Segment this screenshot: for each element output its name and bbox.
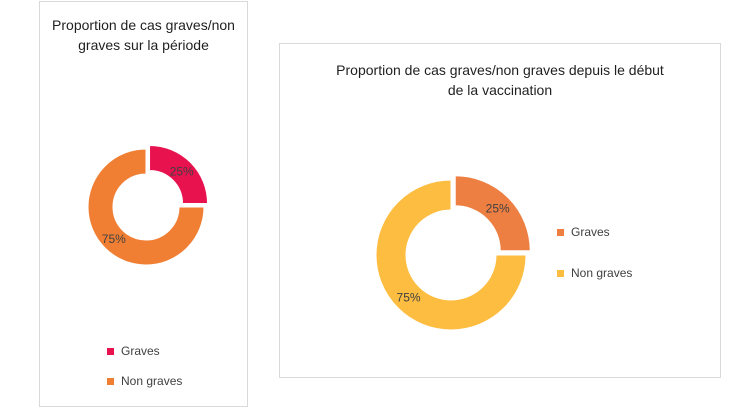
legend-swatch-graves [107, 347, 114, 355]
data-label-non-graves: 75% [397, 290, 421, 304]
legend-label: Graves [121, 344, 160, 358]
legend: Graves Non graves [107, 343, 182, 389]
legend-item-graves: Graves [107, 343, 182, 359]
donut-slice-graves [454, 175, 531, 252]
legend-item-non-graves: Non graves [557, 265, 632, 281]
legend-swatch-non-graves [107, 377, 114, 385]
chart-title: Proportion de cas graves/non graves depu… [336, 62, 664, 98]
chart-panel-right: Proportion de cas graves/non graves depu… [279, 43, 721, 378]
data-label-graves: 25% [486, 201, 510, 215]
legend-label: Non graves [571, 266, 633, 280]
donut-slice-non-graves [87, 148, 205, 266]
donut-chart-right: 25% 75% [375, 175, 531, 331]
legend-item-graves: Graves [557, 224, 632, 240]
legend-swatch-non-graves [557, 269, 564, 277]
legend-label: Non graves [121, 374, 183, 388]
donut-slice-graves [149, 144, 209, 204]
legend-swatch-graves [557, 228, 564, 236]
donut-slice-non-graves [375, 179, 527, 331]
legend: Graves Non graves [557, 224, 632, 281]
legend-item-non-graves: Non graves [107, 373, 182, 389]
donut-chart-left: 25% 75% [87, 144, 209, 266]
chart-panel-left: Proportion de cas graves/non graves sur … [39, 1, 248, 407]
chart-title: Proportion de cas graves/non graves sur … [52, 17, 235, 53]
legend-label: Graves [571, 225, 610, 239]
data-label-non-graves: 75% [102, 232, 126, 246]
data-label-graves: 25% [170, 164, 194, 178]
